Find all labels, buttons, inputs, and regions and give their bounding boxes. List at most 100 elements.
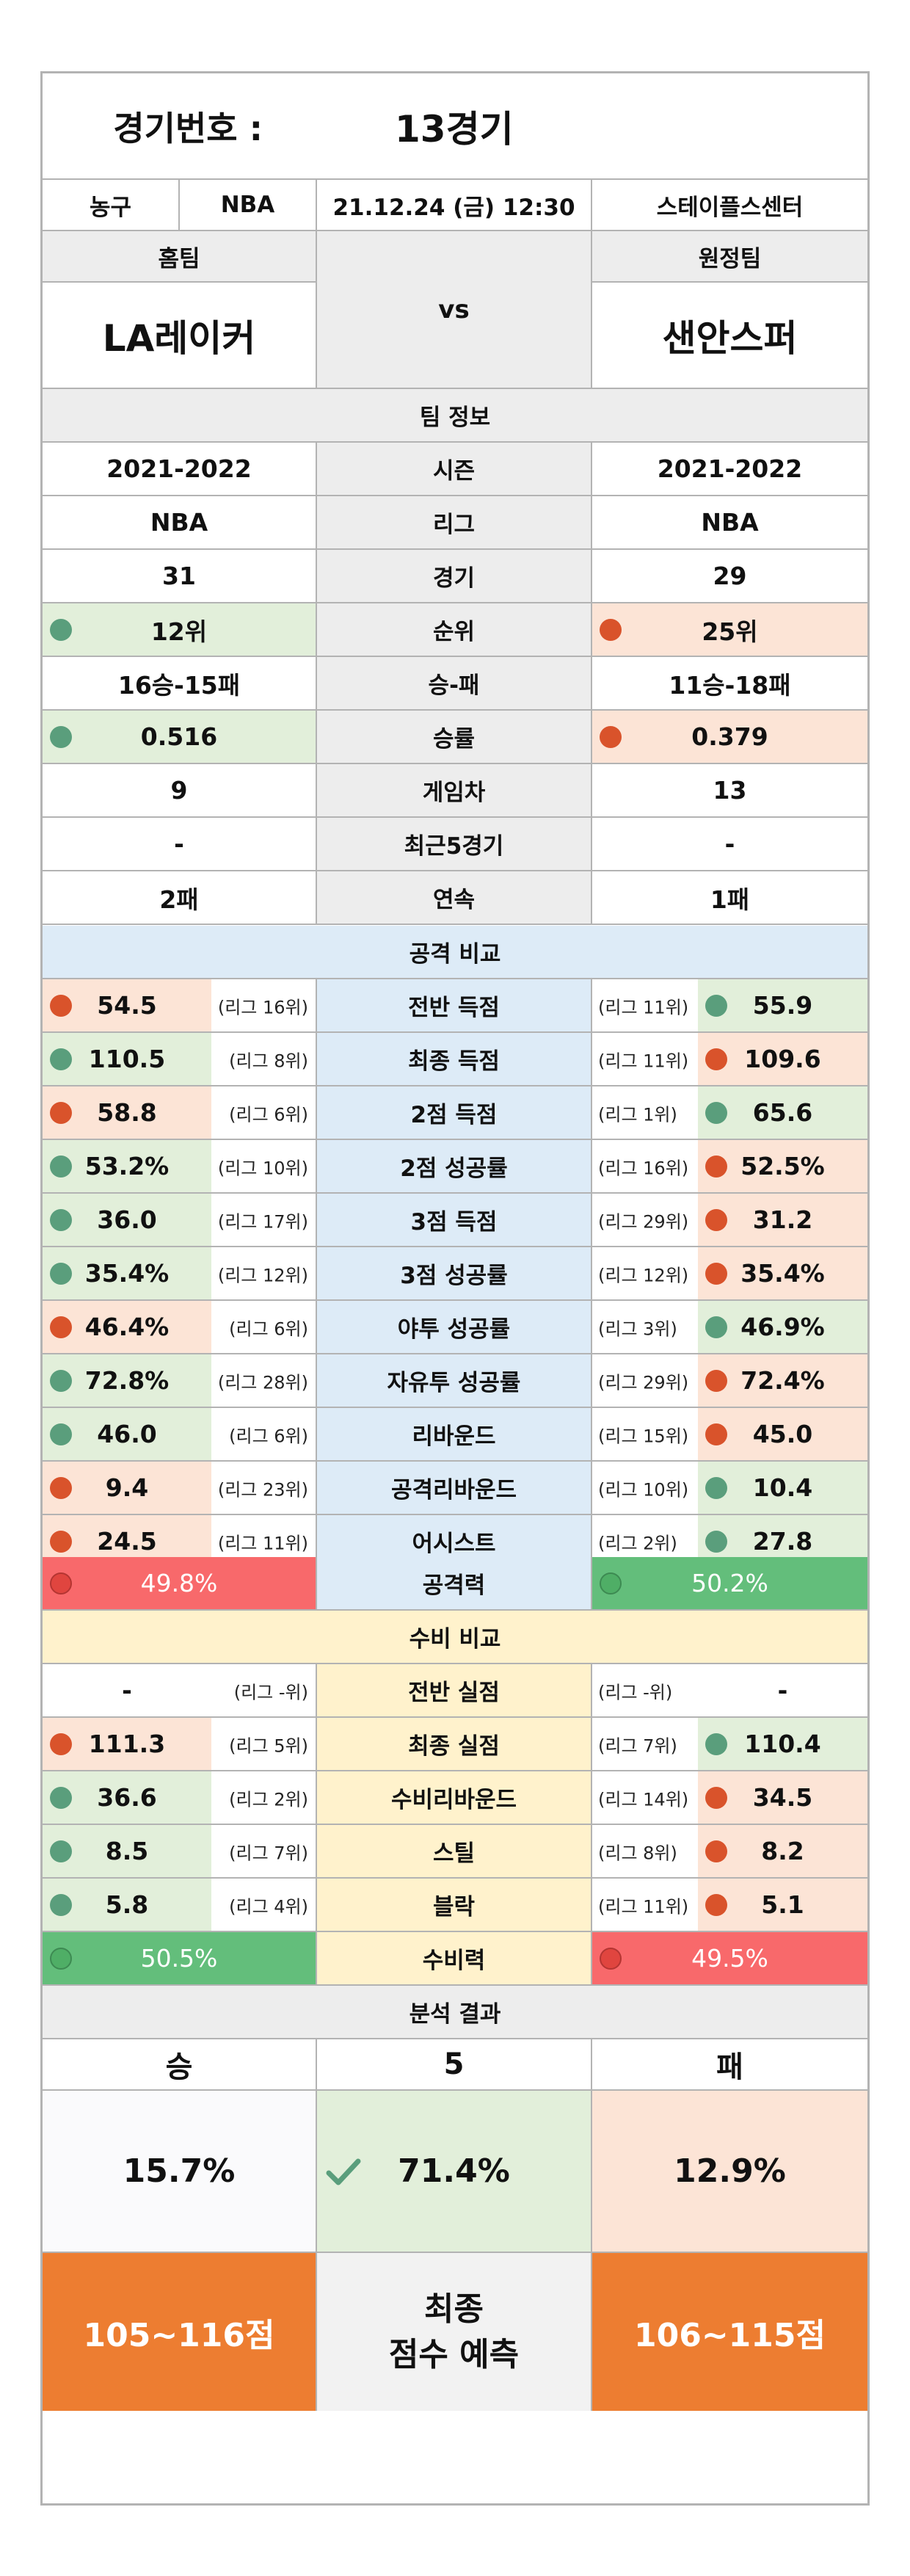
away-value: 2021-2022: [592, 443, 867, 495]
stat-label: 리바운드: [317, 1408, 592, 1460]
home-attack-power-value: 49.8%: [140, 1569, 218, 1597]
away-defense-power: 49.5%: [592, 1932, 867, 1984]
green-dot-icon: [50, 1208, 72, 1231]
home-rank-text: (리그 5위): [229, 1735, 308, 1756]
away-rank-text: (리그 3위): [598, 1318, 677, 1339]
home-rank-text: (리그 6위): [229, 1104, 308, 1125]
away-rank-text: (리그 7위): [598, 1735, 677, 1756]
away-value-text: 65.6: [752, 1098, 813, 1127]
stat-label: 블락: [317, 1879, 592, 1931]
away-value: 8.2: [698, 1825, 867, 1877]
away-rank-text: (리그 -위): [598, 1682, 673, 1702]
away-value: 1패: [592, 871, 867, 924]
home-rank: (리그 12위): [211, 1247, 317, 1299]
away-value-text: 110.4: [744, 1730, 821, 1758]
away-value: 65.6: [698, 1086, 867, 1139]
home-value: 16승-15패: [43, 657, 317, 709]
home-value-text: 16승-15패: [117, 670, 241, 700]
away-value: 46.9%: [698, 1301, 867, 1353]
home-rank: (리그 4위): [211, 1879, 317, 1931]
away-value: 34.5: [698, 1771, 867, 1824]
home-value: 46.4%: [43, 1301, 211, 1353]
home-defense-power: 50.5%: [43, 1932, 317, 1984]
away-value: 110.4: [698, 1718, 867, 1770]
draw-pct-cell: 71.4%: [317, 2091, 592, 2252]
attack-row: 9.4 (리그 23위) 공격리바운드 (리그 10위) 10.4: [43, 1462, 867, 1515]
home-value-text: 9: [170, 776, 188, 805]
away-value-text: 34.5: [752, 1783, 813, 1812]
match-info-row: 농구 NBA 21.12.24 (금) 12:30 스테이플스센터: [43, 180, 867, 231]
vs-label: vs: [317, 231, 592, 388]
away-value: 72.4%: [698, 1354, 867, 1407]
red-dot-icon: [50, 994, 72, 1017]
away-value: 0.379: [592, 711, 867, 763]
home-team-name: LA레이커: [102, 316, 256, 360]
away-rank-text: (리그 12위): [598, 1265, 689, 1285]
green-dot-icon: [50, 1262, 72, 1285]
stat-label: 연속: [317, 871, 592, 924]
away-value-text: 45.0: [752, 1420, 813, 1448]
home-value-text: NBA: [150, 508, 208, 537]
attack-row: 53.2% (리그 10위) 2점 성공률 (리그 16위) 52.5%: [43, 1140, 867, 1194]
away-value-text: NBA: [701, 508, 759, 537]
home-value-text: 54.5: [97, 991, 157, 1020]
home-value: 31: [43, 550, 317, 602]
green-dot-icon: [705, 1316, 727, 1338]
green-dot-icon: [705, 1476, 727, 1499]
away-value-text: 1패: [710, 885, 750, 914]
stat-label: 3점 득점: [317, 1194, 592, 1246]
home-rank: (리그 6위): [211, 1301, 317, 1353]
red-dot-icon: [705, 1155, 727, 1178]
away-attack-power: 50.2%: [592, 1557, 867, 1609]
green-dot-icon: [705, 1530, 727, 1553]
home-value-text: 46.4%: [84, 1313, 170, 1341]
stat-label: 최종 득점: [317, 1033, 592, 1085]
away-rank-text: (리그 11위): [598, 997, 689, 1017]
attack-title: 공격 비교: [409, 941, 501, 968]
attack-row: 54.5 (리그 16위) 전반 득점 (리그 11위) 55.9: [43, 979, 867, 1033]
home-value: 9.4: [43, 1462, 211, 1514]
defense-title: 수비 비교: [409, 1626, 501, 1652]
attack-power-label: 공격력: [317, 1557, 592, 1609]
final-score-label: 최종 점수 예측: [317, 2253, 592, 2411]
away-value-text: 72.4%: [740, 1366, 825, 1395]
red-dot-icon: [705, 1423, 727, 1445]
match-number-label: 경기번호 :: [43, 73, 285, 178]
away-rank: (리그 11위): [592, 1033, 698, 1085]
home-value: 111.3: [43, 1718, 211, 1770]
home-value: 5.8: [43, 1879, 211, 1931]
red-dot-icon: [705, 1048, 727, 1070]
home-rank-text: (리그 7위): [229, 1843, 308, 1863]
home-rank-text: (리그 17위): [217, 1211, 308, 1232]
team-info-row: 12위 순위 25위: [43, 603, 867, 657]
green-dot-icon: [705, 1101, 727, 1124]
home-rank-text: (리그 2위): [229, 1789, 308, 1810]
home-value: 46.0: [43, 1408, 211, 1460]
home-value-text: 111.3: [88, 1730, 166, 1758]
team-info-row: 0.516 승률 0.379: [43, 711, 867, 764]
red-dot-icon: [705, 1786, 727, 1809]
away-rank: (리그 10위): [592, 1462, 698, 1514]
teams-row: 홈팀 LA레이커 vs 원정팀 샌안스퍼: [43, 231, 867, 389]
stat-label: 승-패: [317, 657, 592, 709]
stat-label: 야투 성공률: [317, 1301, 592, 1353]
green-dot-icon: [50, 1423, 72, 1445]
home-rank-text: (리그 10위): [217, 1158, 308, 1178]
red-dot-icon: [705, 1262, 727, 1285]
home-value: 58.8: [43, 1086, 211, 1139]
away-rank-text: (리그 15위): [598, 1426, 689, 1446]
away-value-text: 109.6: [744, 1045, 821, 1073]
away-value-text: 46.9%: [740, 1313, 825, 1341]
attack-title-row: 공격 비교: [43, 926, 867, 979]
attack-power-row: 49.8% 공격력 50.2%: [43, 1557, 867, 1611]
home-value: 110.5: [43, 1033, 211, 1085]
defense-row: - (리그 -위) 전반 실점 (리그 -위) -: [43, 1664, 867, 1718]
away-rank: (리그 11위): [592, 979, 698, 1031]
home-value: 35.4%: [43, 1247, 211, 1299]
home-value: 36.0: [43, 1194, 211, 1246]
win-pct: 15.7%: [43, 2091, 317, 2252]
home-rank-text: (리그 -위): [233, 1682, 308, 1702]
final-line-2: 점수 예측: [388, 2335, 520, 2373]
home-value: -: [43, 1664, 211, 1716]
away-value: 31.2: [698, 1194, 867, 1246]
